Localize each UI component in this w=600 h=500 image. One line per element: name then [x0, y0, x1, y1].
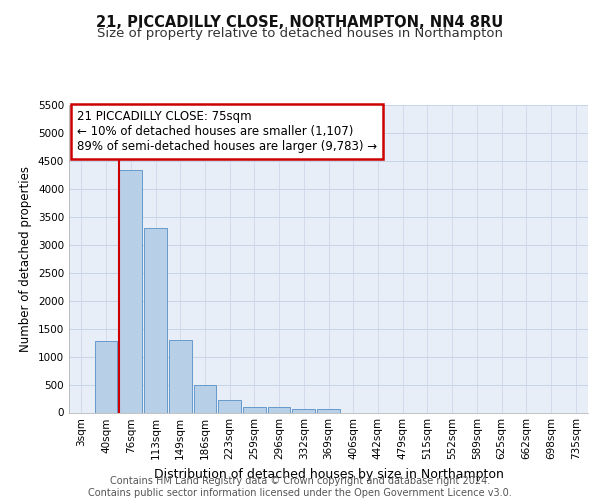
Text: Size of property relative to detached houses in Northampton: Size of property relative to detached ho…	[97, 28, 503, 40]
Bar	[218, 400, 241, 412]
Text: Contains HM Land Registry data © Crown copyright and database right 2024.
Contai: Contains HM Land Registry data © Crown c…	[88, 476, 512, 498]
Text: 21 PICCADILLY CLOSE: 75sqm
← 10% of detached houses are smaller (1,107)
89% of s: 21 PICCADILLY CLOSE: 75sqm ← 10% of deta…	[77, 110, 377, 152]
Bar	[169, 340, 191, 412]
Bar	[317, 410, 340, 412]
Y-axis label: Number of detached properties: Number of detached properties	[19, 166, 32, 352]
Bar	[194, 385, 216, 412]
Bar	[95, 342, 118, 412]
Bar	[119, 170, 142, 412]
Bar	[292, 410, 315, 412]
Bar	[268, 408, 290, 412]
Bar	[243, 408, 266, 412]
Text: 21, PICCADILLY CLOSE, NORTHAMPTON, NN4 8RU: 21, PICCADILLY CLOSE, NORTHAMPTON, NN4 8…	[97, 15, 503, 30]
Bar	[144, 228, 167, 412]
X-axis label: Distribution of detached houses by size in Northampton: Distribution of detached houses by size …	[154, 468, 503, 481]
